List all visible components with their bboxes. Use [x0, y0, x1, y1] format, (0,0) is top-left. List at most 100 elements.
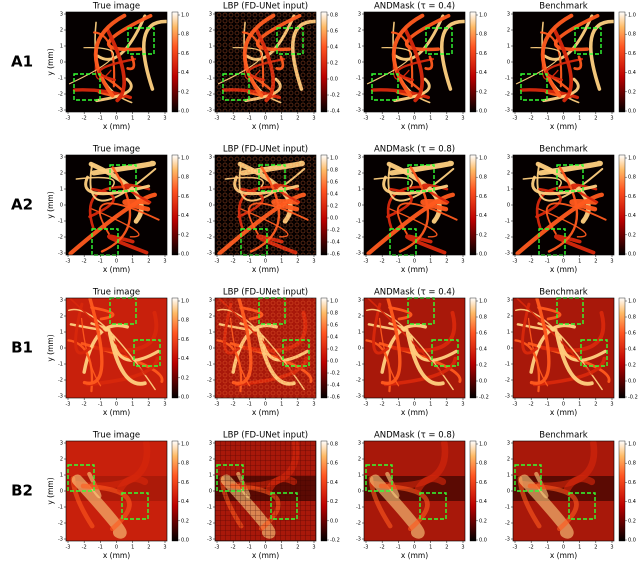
y-tick-label: 2 [358, 171, 361, 177]
x-tick-label: 2 [594, 259, 597, 265]
y-tick-label: 0 [60, 346, 63, 352]
panel: True image -3 -2 -1 0 1 2 3 -3 -2 -1 0 1 2 3 x (mm) y (m… [46, 288, 189, 418]
panel-title: True image [92, 145, 140, 155]
x-tick-label: -3 [364, 402, 369, 408]
colorbar-tick-label: 0.4 [330, 335, 338, 341]
x-tick-label: 2 [296, 259, 299, 265]
y-tick-label: 2 [60, 314, 63, 320]
x-tick-label: 1 [578, 545, 581, 551]
x-tick-label: -1 [98, 545, 103, 551]
x-tick-label: -1 [247, 545, 252, 551]
y-tick-label: 2 [358, 457, 361, 463]
colorbar-tick-label: 0.2 [181, 518, 189, 524]
colorbar-tick-label: 0.2 [181, 375, 189, 381]
vessel [573, 55, 583, 71]
y-tick-label: -2 [58, 378, 63, 384]
vessel [80, 483, 132, 532]
vessel [71, 474, 127, 539]
colorbar-tick-label: 1.0 [181, 442, 189, 448]
y-tick-label: 2 [358, 314, 361, 320]
x-axis-label: x (mm) [103, 408, 130, 417]
panel-title: Benchmark [539, 145, 587, 155]
vessel [93, 31, 116, 88]
y-tick-label: 2 [60, 171, 63, 177]
panel: True image -3 -2 -1 0 1 2 3 -3 -2 -1 0 1 2 3 x (mm) y (m… [46, 431, 189, 561]
x-tick-label: -2 [231, 116, 236, 122]
colorbar-tick-label: 0.8 [479, 315, 487, 321]
y-tick-label: -3 [58, 537, 63, 543]
roi-box [240, 228, 268, 256]
x-tick-label: -3 [215, 259, 220, 265]
image [66, 298, 167, 398]
roi-box [425, 27, 453, 55]
vessel [552, 27, 573, 103]
x-tick-label: -1 [545, 545, 550, 551]
colorbar-tick-label: 0.6 [181, 51, 189, 57]
x-tick-label: 1 [578, 402, 581, 408]
x-axis-label: x (mm) [550, 265, 577, 274]
colorbar-tick-label: 0.0 [330, 518, 338, 524]
x-axis-label: x (mm) [252, 551, 279, 560]
vessel [545, 202, 607, 235]
x-tick-label: -2 [380, 402, 385, 408]
colorbar-tick-label: -0.2 [330, 371, 340, 377]
y-tick-label: 3 [209, 12, 212, 18]
colorbar [171, 11, 179, 113]
vessel [380, 298, 402, 385]
vessel [589, 19, 614, 91]
colorbar-tick-label: 0.8 [330, 311, 338, 317]
vessel [518, 474, 574, 539]
vessel [89, 164, 157, 202]
y-tick-label: 1 [209, 44, 212, 50]
vessel [82, 298, 104, 385]
panel: ANDMask (τ = 0.8) -3 -2 -1 0 1 2 3 -3 -2 -1 0 1 2 3 x (… [356, 431, 487, 561]
x-tick-label: 0 [562, 545, 565, 551]
y-tick-label: 0 [358, 346, 361, 352]
artifact-texture [215, 12, 316, 112]
colorbar [320, 11, 328, 113]
vessel [569, 199, 598, 212]
colorbar-tick-label: -0.6 [330, 395, 340, 401]
roi-box [568, 492, 596, 520]
x-tick-label: 1 [280, 259, 283, 265]
vessel [100, 166, 132, 253]
x-tick-label: 2 [445, 402, 448, 408]
x-axis-label: x (mm) [550, 551, 577, 560]
panel: ANDMask (τ = 0.4) -3 -2 -1 0 1 2 3 -3 -2 -1 0 1 2 3 x (… [356, 288, 489, 418]
x-tick-label: 0 [115, 259, 118, 265]
vessel [409, 335, 458, 362]
roi-box [258, 164, 286, 192]
vessel [394, 14, 445, 61]
roi-box [520, 73, 548, 101]
x-tick-label: -3 [513, 116, 518, 122]
colorbar-tick-label: 1.0 [628, 299, 636, 305]
colorbar [171, 297, 179, 399]
colorbar-tick-label: 0.8 [628, 32, 636, 38]
x-tick-label: -1 [396, 545, 401, 551]
panel-title: LBP (FD-UNet input) [223, 2, 308, 12]
x-tick-label: -1 [396, 116, 401, 122]
colorbar-tick-label: 0.6 [479, 194, 487, 200]
y-tick-label: 0 [507, 203, 510, 209]
colorbar-tick-label: 0.4 [479, 70, 487, 76]
panel-title: ANDMask (τ = 0.4) [374, 2, 455, 12]
vessel [398, 166, 430, 253]
x-tick-label: 1 [131, 545, 134, 551]
vessel [403, 27, 424, 103]
x-tick-label: 1 [131, 116, 134, 122]
colorbar [171, 154, 179, 256]
vessel [98, 202, 160, 235]
colorbar [469, 440, 477, 542]
y-tick-label: -3 [58, 108, 63, 114]
colorbar-tick-label: 0.2 [330, 499, 338, 505]
x-tick-label: 3 [610, 402, 613, 408]
x-axis-label: x (mm) [103, 551, 130, 560]
colorbar-tick-label: 1.0 [181, 156, 189, 162]
vessel [521, 302, 539, 355]
colorbar-tick-label: 0.0 [330, 359, 338, 365]
colorbar [618, 11, 626, 113]
colorbar-tick-label: 1.0 [330, 156, 338, 162]
x-tick-label: 2 [445, 116, 448, 122]
vessel [558, 335, 607, 362]
panel-title: LBP (FD-UNet input) [223, 431, 308, 441]
